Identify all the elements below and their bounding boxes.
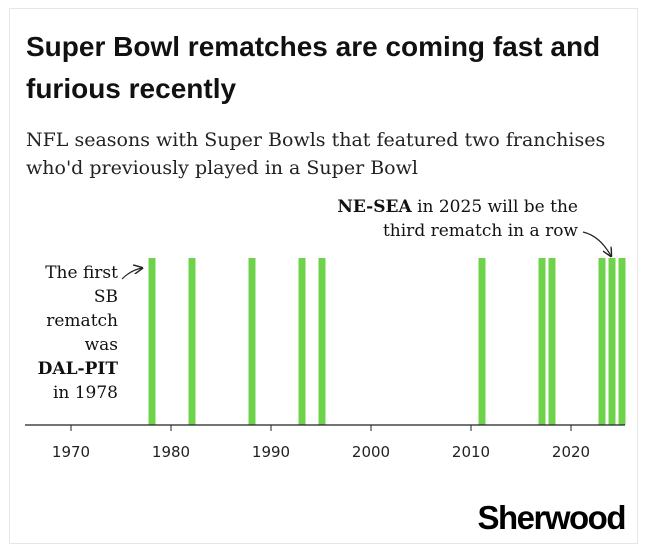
annotation-arrow-left (121, 268, 142, 280)
bar-1988 (248, 258, 256, 425)
x-ticks-group: 1970 1980 1990 2000 2010 2020 (52, 425, 590, 461)
sherwood-logo: Sherwood (477, 499, 626, 536)
chart-subtitle: NFL seasons with Super Bowls that featur… (26, 129, 606, 179)
annotation-line: SB (93, 287, 118, 307)
bar-1982 (188, 258, 196, 425)
annotation-matchup: DAL-PIT (37, 359, 118, 379)
x-tick-label-2020: 2020 (552, 443, 590, 461)
annotation-line: The first (45, 263, 118, 283)
annotation-line: rematch (46, 311, 118, 331)
x-tick-label-2010: 2010 (452, 443, 490, 461)
annotation-text: in 2025 will be the (411, 197, 578, 217)
bar-1978 (148, 258, 156, 425)
x-tick-label-1970: 1970 (52, 443, 90, 461)
annotation-arrow-right (582, 231, 611, 256)
bar-2024 (608, 258, 616, 425)
bar-2018 (548, 258, 556, 425)
bar-2023 (598, 258, 606, 425)
chart-title: Super Bowl rematches are coming fast and… (26, 31, 601, 104)
bar-2011 (478, 258, 486, 425)
bar-1993 (298, 258, 306, 425)
bar-1995 (318, 258, 326, 425)
annotation-line: was (84, 335, 118, 355)
bar-2017 (538, 258, 546, 425)
x-tick-label-1980: 1980 (152, 443, 190, 461)
x-tick-label-1990: 1990 (252, 443, 290, 461)
annotation-third-rematch: NE-SEA in 2025 will be the third rematch… (240, 195, 578, 243)
bars-group (148, 258, 626, 425)
annotation-line: NE-SEA in 2025 will be the (240, 195, 578, 219)
annotation-line: in 1978 (52, 383, 118, 403)
annotation-line: third rematch in a row (382, 221, 578, 241)
annotation-matchup: NE-SEA (337, 197, 412, 217)
x-tick-label-2000: 2000 (352, 443, 390, 461)
bar-2025 (618, 258, 626, 425)
annotation-first-rematch: The first SB rematch was DAL-PIT in 1978 (20, 261, 118, 405)
